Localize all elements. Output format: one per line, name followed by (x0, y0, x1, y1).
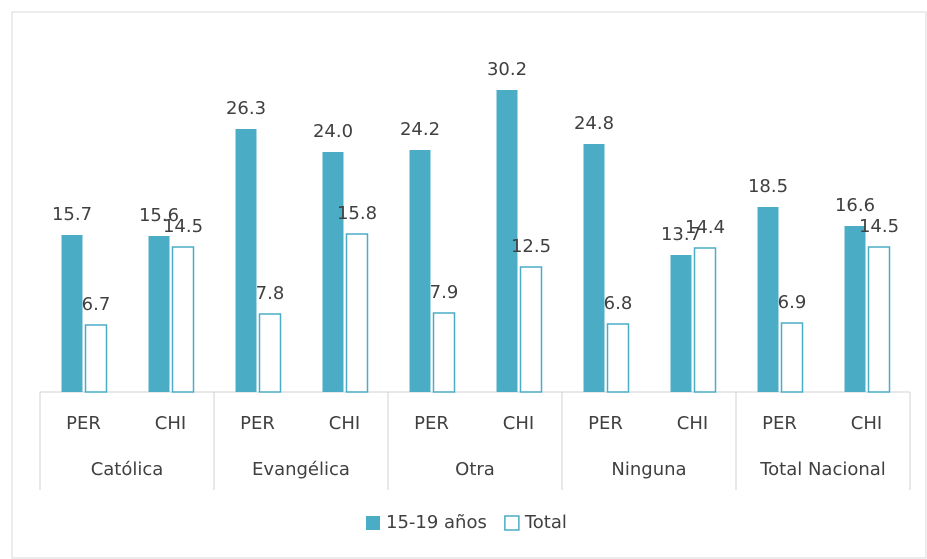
bar (322, 152, 344, 392)
data-label: 14.5 (859, 216, 899, 237)
data-label: 15.8 (337, 203, 377, 224)
data-label: 13.7 (661, 224, 701, 245)
bar (693, 247, 717, 393)
bar (258, 313, 282, 393)
bar (409, 150, 431, 392)
bar (432, 312, 456, 393)
group-label: Otra (455, 459, 495, 480)
bar (235, 129, 257, 392)
group-label: Católica (91, 459, 164, 480)
x-tick-label: CHI (155, 413, 186, 434)
data-label: 6.9 (778, 292, 807, 313)
bar (496, 90, 518, 392)
bar (867, 246, 891, 393)
data-label: 7.8 (256, 283, 285, 304)
data-label: 14.4 (685, 217, 725, 238)
legend-swatch (504, 515, 520, 531)
x-tick-label: PER (588, 413, 623, 434)
bar (583, 144, 605, 392)
data-label: 24.8 (574, 113, 614, 134)
data-label: 18.5 (748, 176, 788, 197)
x-tick-label: CHI (503, 413, 534, 434)
data-label: 14.5 (163, 216, 203, 237)
data-label: 24.2 (400, 119, 440, 140)
data-label: 6.8 (604, 293, 633, 314)
x-tick-label: PER (66, 413, 101, 434)
x-tick-label: CHI (329, 413, 360, 434)
bar (757, 207, 779, 392)
bar (61, 235, 83, 392)
bar (670, 255, 692, 392)
bar (148, 236, 170, 392)
data-label: 26.3 (226, 98, 266, 119)
x-tick-label: CHI (677, 413, 708, 434)
legend-swatch (366, 516, 380, 530)
legend-label: 15-19 años (386, 512, 487, 533)
data-label: 15.6 (139, 205, 179, 226)
data-label: 12.5 (511, 236, 551, 257)
data-label: 15.7 (52, 204, 92, 225)
x-tick-label: PER (240, 413, 275, 434)
data-label: 16.6 (835, 195, 875, 216)
bar (84, 324, 108, 393)
bar (844, 226, 866, 392)
bar (345, 233, 369, 393)
bar (519, 266, 543, 393)
group-label: Total Nacional (759, 459, 886, 480)
x-tick-label: CHI (851, 413, 882, 434)
bar (780, 322, 804, 393)
legend-label: Total (524, 512, 567, 533)
x-tick-label: PER (414, 413, 449, 434)
data-label: 24.0 (313, 121, 353, 142)
data-label: 6.7 (82, 294, 111, 315)
data-label: 7.9 (430, 282, 459, 303)
group-label: Evangélica (252, 459, 350, 480)
bar (606, 323, 630, 393)
bar (171, 246, 195, 393)
data-label: 30.2 (487, 59, 527, 80)
group-label: Ninguna (611, 459, 686, 480)
x-tick-label: PER (762, 413, 797, 434)
